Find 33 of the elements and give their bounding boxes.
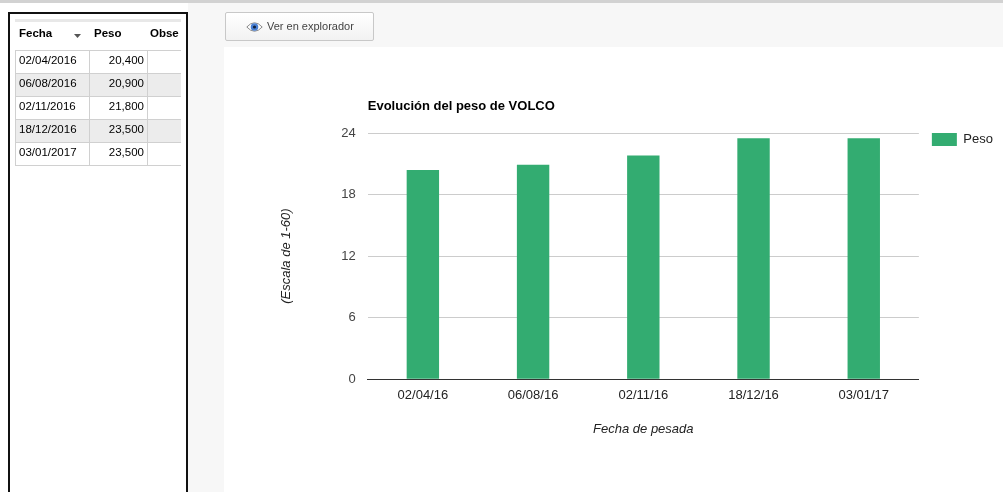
bar <box>627 155 660 379</box>
y-tick-label: 6 <box>348 309 356 325</box>
bar <box>847 138 880 379</box>
y-tick-label: 12 <box>341 247 356 263</box>
text: 23,500 <box>108 145 144 160</box>
y-tick-label: 18 <box>341 186 356 202</box>
x-tick-label: 02/04/16 <box>397 386 449 402</box>
bar <box>516 164 550 379</box>
text: 06/08/2016 <box>19 76 77 91</box>
explorer-button: Ver en explorador <box>225 12 374 41</box>
x-axis-title: Fecha de pesada <box>593 420 694 436</box>
text: 02/04/2016 <box>19 53 77 68</box>
bar <box>406 169 440 379</box>
text: 20,400 <box>108 53 144 68</box>
y-tick-label: 0 <box>348 370 356 386</box>
x-tick-label: 02/11/16 <box>618 386 669 402</box>
text: 02/11/2016 <box>19 99 76 114</box>
text: 03/01/2017 <box>19 145 77 160</box>
y-tick-label: 24 <box>341 124 356 140</box>
text: 21,800 <box>108 99 144 114</box>
text: 18/12/2016 <box>19 122 77 137</box>
text: Peso <box>94 26 122 41</box>
legend-label: Peso <box>963 131 994 147</box>
text: Fecha <box>19 26 53 41</box>
chart-title: Evolución del peso de VOLCO <box>367 97 555 113</box>
y-axis-title: (Escala de 1-60) <box>278 208 294 304</box>
text: 23,500 <box>108 122 144 137</box>
x-tick-label: 18/12/16 <box>728 386 779 402</box>
text: 20,900 <box>108 76 144 91</box>
bar <box>737 138 770 379</box>
text: Obse <box>150 26 179 41</box>
x-tick-label: 03/01/17 <box>838 386 890 402</box>
x-tick-label: 06/08/16 <box>507 386 559 402</box>
